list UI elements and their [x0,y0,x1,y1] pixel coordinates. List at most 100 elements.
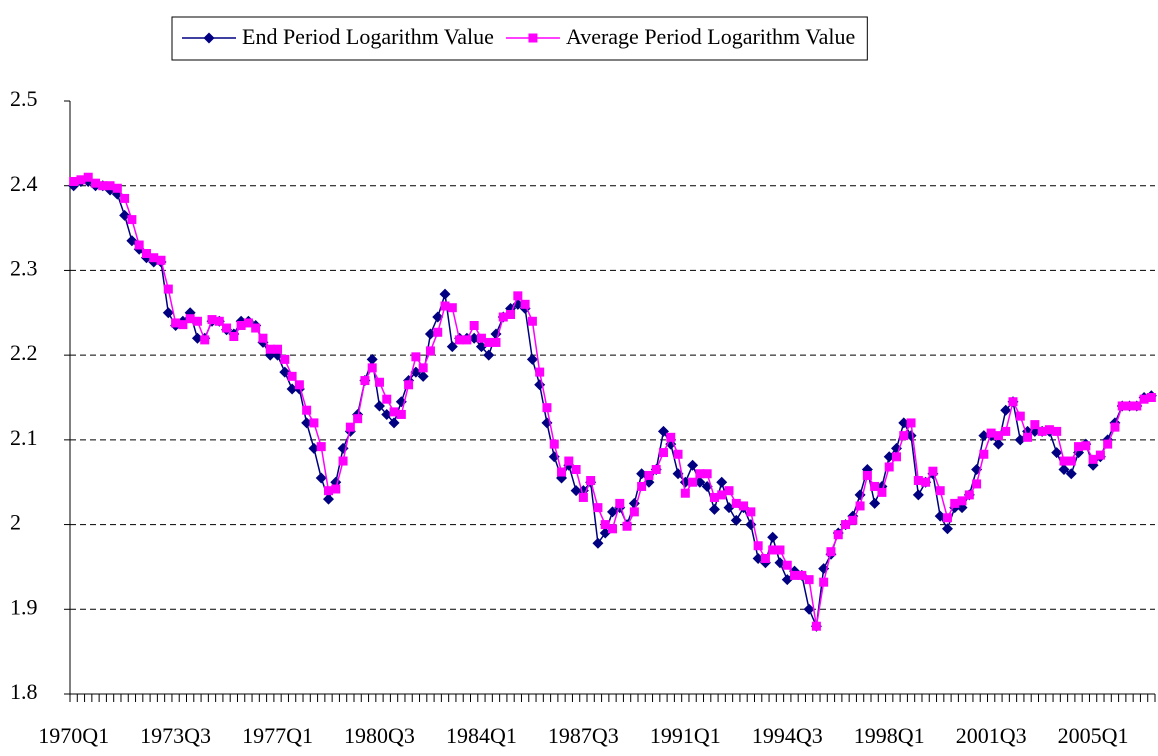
data-point [191,332,203,344]
data-point [1132,401,1142,411]
data-point [781,574,793,586]
data-point [324,486,334,496]
data-point [418,363,428,373]
data-point [637,481,647,491]
data-point [331,484,341,494]
data-point [498,312,508,322]
data-point [1058,464,1070,476]
data-point [774,557,786,569]
data-point [1051,447,1063,459]
data-point [978,430,990,442]
data-point [366,353,378,365]
data-point [367,363,377,373]
data-point [869,497,881,509]
legend-marker [528,33,538,43]
data-point [644,470,654,480]
data-point [608,524,617,534]
series-line [73,176,1152,627]
x-tick-label: 1998Q1 [854,723,925,748]
data-point [905,430,917,442]
data-point [83,172,93,182]
data-point [803,603,815,615]
data-point [906,418,916,428]
data-point [557,467,567,477]
data-point [921,477,931,487]
data-point [811,621,821,631]
data-point [301,417,313,429]
data-point [120,193,130,203]
data-point [1030,420,1040,430]
data-point [760,553,770,563]
data-point [214,316,224,326]
data-point [695,469,705,479]
data-point [752,552,764,564]
data-point [898,417,910,429]
data-point [294,380,304,390]
data-point [862,470,872,480]
data-point [439,288,451,300]
data-point [753,541,763,551]
data-point [986,428,996,438]
data-point [564,456,574,466]
data-point [280,354,290,364]
data-point [593,503,603,513]
data-point [1000,404,1012,416]
data-point [571,465,581,475]
data-point [790,570,800,580]
data-point [141,248,151,258]
data-point [192,316,202,326]
data-point [724,486,734,496]
data-point [90,178,100,188]
data-point [1059,456,1069,466]
data-point [941,523,953,535]
data-point [229,332,239,342]
x-tick-label: 1987Q3 [548,723,619,748]
x-tick-label: 2005Q1 [1058,723,1129,748]
data-point [1125,401,1135,411]
x-tick-label: 1980Q3 [344,723,415,748]
data-point [578,492,588,502]
data-point [629,507,639,517]
data-point [1052,426,1062,436]
data-point [475,341,487,353]
data-point [1044,425,1054,435]
data-point [483,349,495,361]
data-point [934,510,946,522]
data-point [200,335,210,345]
legend-label: End Period Logarithm Value [242,24,494,49]
data-point [709,492,719,502]
data-point [1095,450,1105,460]
data-point [433,327,443,337]
data-point [775,545,785,555]
y-tick-label: 1.9 [10,594,38,619]
y-tick-label: 2 [10,510,21,535]
data-point [382,394,392,404]
data-point [491,337,501,347]
y-tick-label: 1.8 [10,679,38,704]
y-tick-label: 2.5 [10,86,38,111]
data-point [315,472,327,484]
x-tick-label: 1973Q3 [140,723,211,748]
data-point [694,476,706,488]
data-point [549,439,559,449]
data-point [185,314,195,324]
data-point [782,560,792,570]
data-point [98,181,108,191]
data-point [723,502,735,514]
data-point [513,291,523,301]
data-point [273,344,283,354]
data-point [702,469,712,479]
data-point [126,235,138,247]
series-line [73,180,1152,630]
data-point [316,442,326,452]
data-point [446,341,458,353]
data-point [891,452,901,462]
data-point [993,431,1003,441]
data-point [76,175,86,185]
data-point [883,451,895,463]
data-point [592,537,604,549]
data-point [913,476,923,486]
data-point [236,320,246,330]
data-point [746,507,756,517]
data-point [1088,454,1098,464]
